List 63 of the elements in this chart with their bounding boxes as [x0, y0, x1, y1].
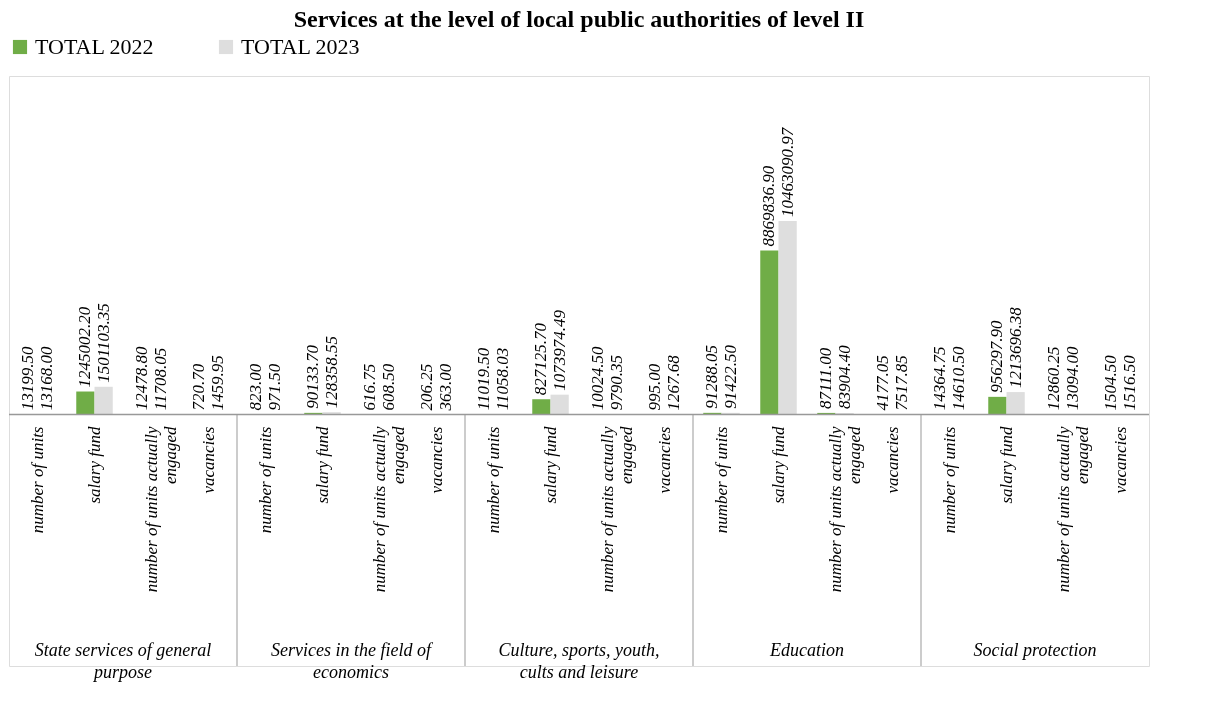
x-tick-label: salary fund — [84, 426, 104, 504]
data-label: 11058.03 — [492, 347, 512, 411]
data-label: 1501103.35 — [93, 303, 113, 383]
data-label: 14610.50 — [948, 346, 968, 411]
data-label: 14364.75 — [930, 346, 950, 411]
legend-label: TOTAL 2022 — [35, 34, 154, 59]
data-label: 7517.85 — [891, 355, 911, 411]
x-tick-label: salary fund — [540, 426, 560, 504]
data-label: 1516.50 — [1119, 354, 1139, 411]
data-label: 91422.50 — [720, 344, 740, 409]
data-label: 87111.00 — [816, 347, 836, 409]
x-tick-label: number of units — [483, 426, 503, 534]
data-label: 10463090.97 — [777, 126, 797, 218]
data-label: 823.00 — [246, 363, 266, 411]
data-label: 13199.50 — [18, 346, 38, 411]
data-label: 971.50 — [264, 363, 284, 411]
data-label: 11019.50 — [474, 347, 494, 411]
data-label: 12860.25 — [1044, 346, 1064, 411]
x-tick-label: salary fund — [312, 426, 332, 504]
x-tick-label: number of units — [939, 426, 959, 534]
data-label: 1504.50 — [1101, 354, 1121, 411]
x-tick-label: salary fund — [768, 426, 788, 504]
data-label: 1245002.20 — [75, 306, 95, 388]
data-label: 206.25 — [417, 363, 437, 411]
data-label: 1073974.49 — [549, 309, 569, 391]
data-label: 12478.80 — [132, 346, 152, 411]
data-label: 13094.00 — [1062, 346, 1082, 411]
x-tick-label: vacancies — [198, 426, 218, 494]
data-label: 956297.90 — [987, 320, 1007, 393]
text: Social protection — [973, 640, 1097, 660]
data-label: 83904.40 — [834, 344, 854, 409]
x-tick-label: salary fund — [996, 426, 1016, 504]
data-label: 1267.68 — [663, 354, 683, 411]
data-label: 91288.05 — [702, 345, 722, 409]
data-label: 1459.95 — [207, 355, 227, 411]
data-label: 13168.00 — [36, 346, 56, 411]
text: State services of general purpose — [34, 640, 212, 682]
text: Culture, sports, youth, cults and leisure — [498, 640, 660, 682]
legend-label: TOTAL 2023 — [241, 34, 360, 59]
data-label: 608.50 — [378, 363, 398, 411]
x-tick-label: vacancies — [654, 426, 674, 494]
chart-title: Services at the level of local public authorities of level II — [293, 6, 865, 32]
data-label: 128358.55 — [321, 335, 341, 409]
text: Education — [769, 640, 844, 660]
x-tick-label: number of units — [255, 426, 275, 534]
data-label: 827125.70 — [531, 322, 551, 396]
data-label: 4177.05 — [873, 355, 893, 411]
x-tick-label: number of units — [27, 426, 47, 534]
text: Services in the field of economics — [271, 640, 434, 682]
data-label: 995.00 — [645, 363, 665, 411]
x-tick-label: vacancies — [882, 426, 902, 494]
data-label: 1213696.38 — [1005, 306, 1025, 389]
data-label: 720.70 — [189, 363, 209, 411]
x-tick-label: number of units — [711, 426, 731, 534]
data-label: 616.75 — [360, 363, 380, 411]
x-tick-label: vacancies — [1110, 426, 1130, 494]
data-label: 11708.05 — [150, 347, 170, 411]
data-label: 9790.35 — [606, 355, 626, 411]
data-label: 363.00 — [435, 363, 455, 412]
data-label: 8869836.90 — [759, 165, 779, 247]
data-label: 10024.50 — [588, 346, 608, 411]
x-tick-label: vacancies — [426, 426, 446, 494]
data-label: 90133.70 — [303, 344, 323, 409]
